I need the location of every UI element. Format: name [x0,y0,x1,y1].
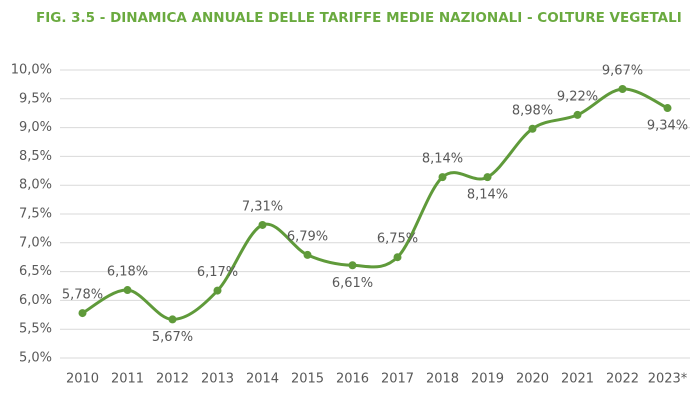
y-tick-label: 5,0% [19,351,52,366]
data-point [528,124,537,133]
data-point [258,220,267,229]
x-tick-label: 2018 [426,372,459,387]
data-label: 6,79% [287,229,328,244]
x-tick-label: 2013 [201,372,234,387]
y-tick-label: 8,0% [19,178,52,193]
x-tick-label: 2019 [471,372,504,387]
data-label: 8,14% [467,188,508,203]
y-tick-label: 7,0% [19,235,52,250]
data-point [168,315,177,324]
data-label: 9,34% [647,119,688,134]
data-point [438,173,447,182]
data-label: 6,75% [377,232,418,247]
data-label: 8,98% [512,103,553,118]
data-point [573,110,582,119]
data-point [78,309,87,318]
data-label: 6,17% [197,265,238,280]
data-point [123,286,132,295]
data-label: 5,67% [152,330,193,345]
data-point [618,85,627,94]
y-tick-label: 6,5% [19,264,52,279]
x-tick-label: 2022 [606,372,639,387]
series-line [81,87,669,321]
y-tick-label: 9,0% [19,120,52,135]
x-tick-label: 2014 [246,372,279,387]
data-point [303,250,312,259]
data-point [483,173,492,182]
x-tick-label: 2012 [156,372,189,387]
x-tick-label: 2021 [561,372,594,387]
x-tick-label: 2017 [381,372,414,387]
x-tick-label: 2020 [516,372,549,387]
y-tick-label: 8,5% [19,149,52,164]
x-tick-label: 2016 [336,372,369,387]
y-tick-label: 10,0% [11,63,52,78]
x-tick-label: 2010 [66,372,99,387]
data-point [393,253,402,262]
y-tick-label: 7,5% [19,207,52,222]
chart-title: FIG. 3.5 - DINAMICA ANNUALE DELLE TARIFF… [36,10,682,26]
data-point [348,261,357,270]
data-label: 7,31% [242,199,283,214]
data-label: 6,61% [332,276,373,291]
data-label: 8,14% [422,152,463,167]
data-label: 6,18% [107,265,148,280]
data-point [213,286,222,295]
x-tick-label: 2023* [648,372,688,387]
data-point [663,104,672,113]
x-tick-label: 2015 [291,372,324,387]
y-tick-label: 6,0% [19,293,52,308]
y-tick-label: 9,5% [19,91,52,106]
data-label: 9,22% [557,89,598,104]
y-tick-label: 5,5% [19,322,52,337]
x-tick-label: 2011 [111,372,144,387]
data-label: 5,78% [62,288,103,303]
data-label: 9,67% [602,64,643,79]
